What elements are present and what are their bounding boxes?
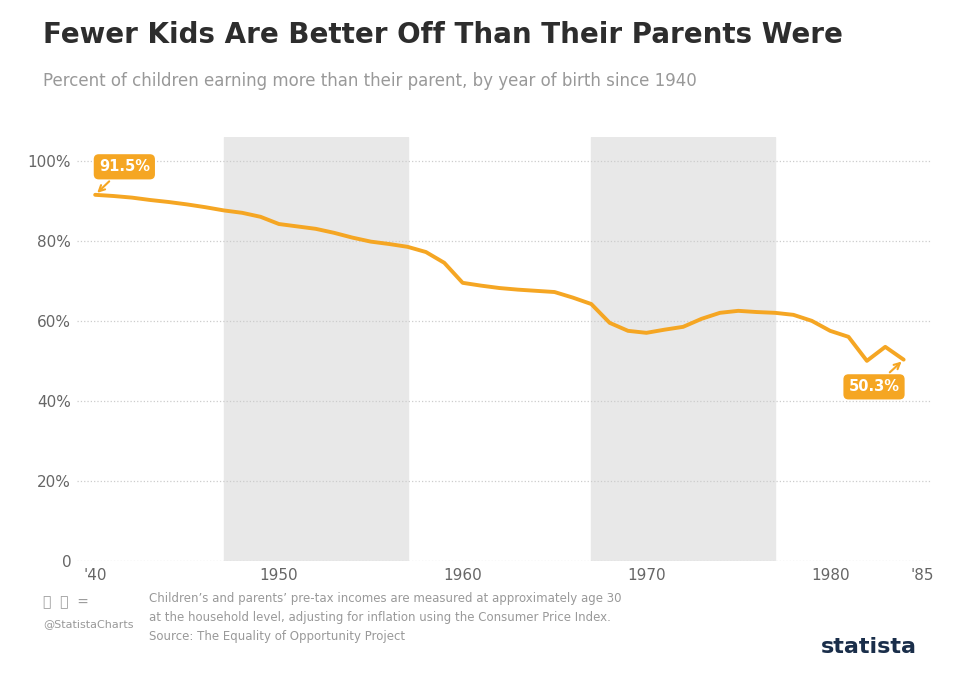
Bar bbox=[224, 137, 408, 561]
Text: @StatistaCharts: @StatistaCharts bbox=[43, 619, 133, 629]
Bar bbox=[591, 137, 775, 561]
Text: Fewer Kids Are Better Off Than Their Parents Were: Fewer Kids Are Better Off Than Their Par… bbox=[43, 21, 843, 49]
Text: Ⓒ  ⓘ  =: Ⓒ ⓘ = bbox=[43, 595, 89, 609]
Text: Percent of children earning more than their parent, by year of birth since 1940: Percent of children earning more than th… bbox=[43, 72, 697, 90]
Text: Children’s and parents’ pre-tax incomes are measured at approximately age 30
at : Children’s and parents’ pre-tax incomes … bbox=[149, 592, 621, 643]
Text: 50.3%: 50.3% bbox=[849, 363, 900, 395]
Text: statista: statista bbox=[821, 637, 917, 657]
Text: 91.5%: 91.5% bbox=[99, 159, 150, 192]
